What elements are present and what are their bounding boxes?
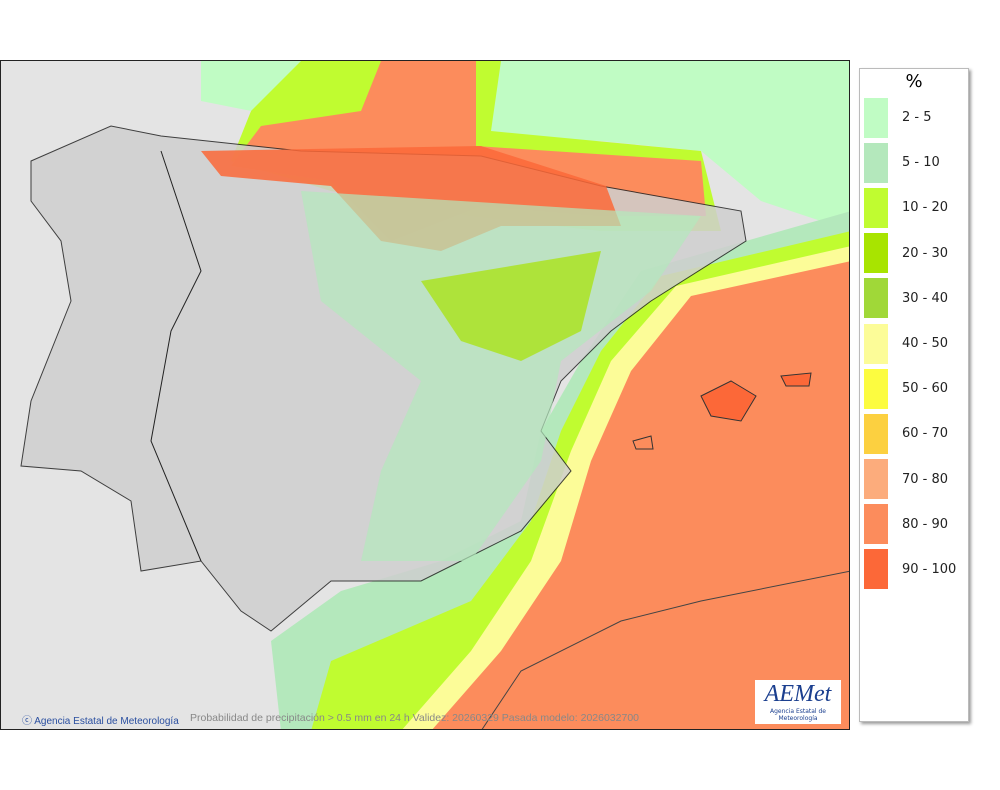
legend-label: 40 - 50: [902, 336, 949, 352]
precipitation-probability-map: [0, 60, 850, 730]
east-green-area: [301, 191, 701, 561]
credit-text: ⓒ Agencia Estatal de Meteorología: [22, 716, 179, 727]
legend-label: 30 - 40: [902, 290, 949, 306]
map-graphic: [1, 61, 849, 729]
ebro-lime-area: [421, 251, 601, 361]
legend-item: 5 - 10: [860, 140, 968, 185]
logo-subtitle: Agencia Estatal de Meteorología: [769, 708, 826, 722]
legend-swatch: [864, 459, 888, 500]
legend-swatch: [864, 142, 888, 183]
legend-label: 5 - 10: [902, 155, 940, 171]
legend-item: 20 - 30: [860, 231, 968, 276]
legend-item: 10 - 20: [860, 185, 968, 230]
legend-item: 60 - 70: [860, 411, 968, 456]
legend-item: 90 - 100: [860, 547, 968, 592]
legend-swatch: [864, 413, 888, 454]
legend-label: 20 - 30: [902, 245, 949, 261]
legend-label: 10 - 20: [902, 200, 949, 216]
legend-swatch: [864, 233, 888, 274]
mallorca: [700, 380, 757, 422]
legend-label: 80 - 90: [902, 516, 949, 532]
menorca: [780, 372, 812, 387]
legend-swatch: [864, 504, 888, 545]
legend-swatch: [864, 97, 888, 138]
legend-label: 70 - 80: [902, 471, 949, 487]
legend-swatch: [864, 368, 888, 409]
legend: % 2 - 5 5 - 10 10 - 20 20 - 30 30 - 40 40 - 5…: [859, 68, 969, 722]
legend-item: 2 - 5: [860, 95, 968, 140]
legend-swatch: [864, 323, 888, 364]
legend-swatch: [864, 187, 888, 228]
legend-label: 60 - 70: [902, 426, 949, 442]
logo-name: AEMet: [764, 681, 832, 707]
legend-item: 30 - 40: [860, 276, 968, 321]
aemet-logo: AEMet Agencia Estatal de Meteorología: [755, 680, 841, 724]
legend-item: 70 - 80: [860, 457, 968, 502]
ibiza: [632, 435, 654, 450]
legend-label: 50 - 60: [902, 381, 949, 397]
legend-unit: %: [905, 71, 923, 92]
legend-label: 90 - 100: [902, 561, 957, 577]
legend-item: 50 - 60: [860, 366, 968, 411]
portugal-border: [150, 150, 202, 562]
credit-label: Agencia Estatal de Meteorología: [34, 716, 179, 727]
map-caption: Probabilidad de precipitación > 0.5 mm e…: [190, 712, 640, 724]
legend-item: 80 - 90: [860, 502, 968, 547]
legend-item: 40 - 50: [860, 321, 968, 366]
legend-swatch: [864, 549, 888, 590]
legend-label: 2 - 5: [902, 110, 932, 126]
legend-swatch: [864, 278, 888, 319]
